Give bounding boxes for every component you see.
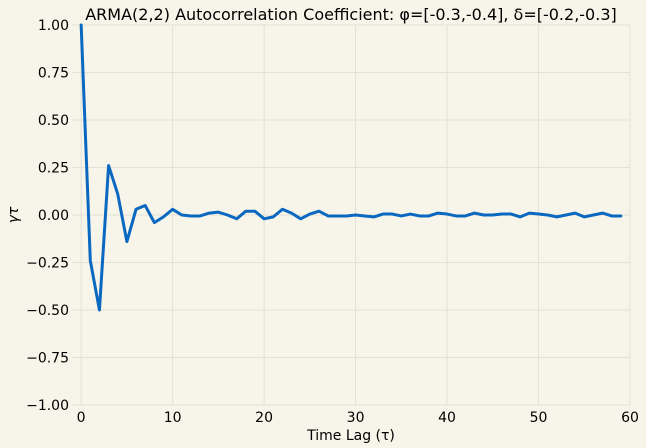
x-tick-label: 20 — [255, 410, 273, 426]
y-tick-label: 0.25 — [38, 161, 69, 177]
x-tick-label: 0 — [77, 410, 86, 426]
x-tick-label: 50 — [530, 410, 548, 426]
series-layer — [79, 23, 623, 312]
y-tick-label: −0.50 — [26, 303, 69, 319]
y-tick-label: 1.00 — [38, 18, 69, 34]
x-axis-title: Time Lag (τ) — [306, 428, 395, 444]
x-tick-label: 10 — [164, 410, 182, 426]
y-axis-title: γτ — [6, 206, 22, 223]
x-tick-label: 60 — [621, 410, 639, 426]
y-tick-label: −0.75 — [26, 351, 69, 367]
series-line — [79, 23, 623, 312]
x-tick-label: 30 — [347, 410, 365, 426]
tick-labels: 0 10 20 30 40 50 60 −1.00 −0.75 −0.50 −0.25 0.00 0.2… — [26, 18, 639, 426]
y-tick-label: 0.50 — [38, 113, 69, 129]
y-tick-label: −0.25 — [26, 256, 69, 272]
y-tick-label: −1.00 — [26, 398, 69, 414]
x-tick-label: 40 — [438, 410, 456, 426]
y-tick-label: 0.75 — [38, 66, 69, 82]
y-tick-label: 0.00 — [38, 208, 69, 224]
chart-title: ARMA(2,2) Autocorrelation Coefficient: φ… — [85, 5, 617, 24]
